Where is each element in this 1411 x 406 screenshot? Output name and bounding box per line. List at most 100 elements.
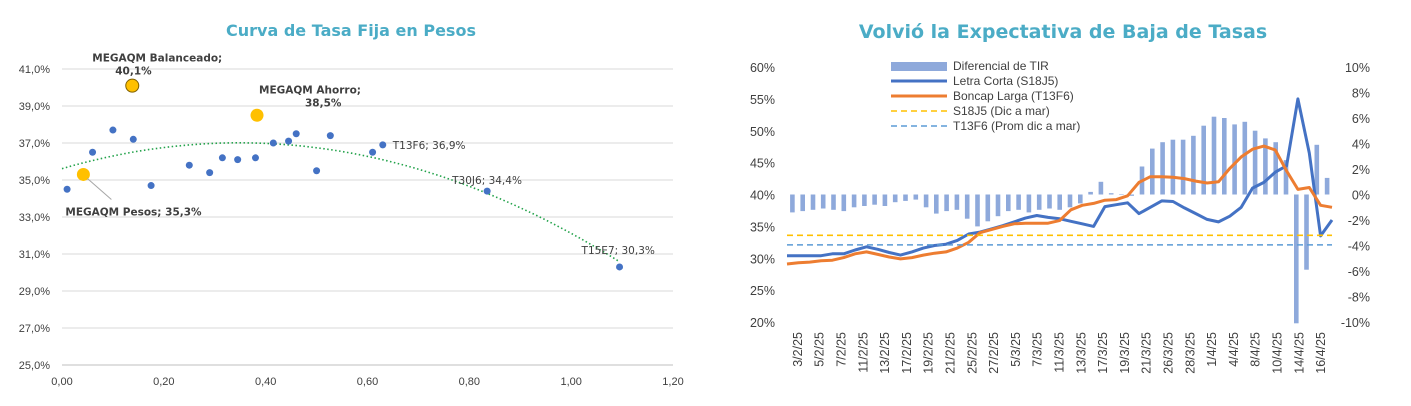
spread-bar	[1211, 116, 1217, 195]
spread-bar	[1324, 177, 1330, 195]
x-tick-label: 25/2/25	[965, 332, 979, 374]
spread-bar	[995, 194, 1001, 217]
x-tick-label: 21/3/25	[1140, 332, 1154, 374]
legend-label: Letra Corta (S18J5)	[953, 74, 1058, 88]
spread-bar	[923, 194, 929, 208]
x-tick-label: 19/2/25	[922, 332, 936, 374]
legend-swatch-bar	[891, 62, 947, 71]
x-tick-label: 21/2/25	[944, 332, 958, 374]
spread-bar	[1232, 124, 1237, 195]
data-label: T30J6; 34,4%	[451, 175, 522, 187]
y-tick-label: 25,0%	[19, 360, 50, 372]
legend-label: Diferencial de TIR	[953, 59, 1049, 73]
spread-bar	[903, 194, 908, 201]
x-tick-label: 11/3/25	[1053, 332, 1067, 373]
scatter-point	[147, 182, 155, 190]
y-tick-label-left: 30%	[750, 252, 775, 266]
scatter-point	[109, 126, 117, 134]
y-tick-label-right: -4%	[1348, 240, 1370, 254]
right-y-axis-left: 20% 25% 30% 35% 40% 45% 50% 55% 60%	[750, 61, 775, 330]
spread-bar	[851, 194, 857, 208]
scatter-point	[234, 156, 242, 164]
rate-lines	[786, 97, 1334, 266]
scatter-point	[483, 187, 491, 195]
spread-bar	[1222, 118, 1227, 195]
spread-bar	[1304, 194, 1309, 270]
scatter-point	[313, 167, 321, 175]
x-tick-label: 1/4/25	[1205, 332, 1219, 367]
left-x-axis: 0,00 0,20 0,40 0,60 0,80 1,00 1,20	[51, 376, 683, 388]
scatter-point	[89, 148, 97, 156]
spread-bar	[1098, 181, 1104, 195]
spread-bar	[1170, 139, 1176, 195]
fund-point	[250, 108, 264, 122]
spread-bar	[841, 194, 847, 212]
spread-bar	[1150, 148, 1155, 195]
y-tick-label-right: 10%	[1345, 61, 1370, 75]
x-tick-label: 5/2/25	[813, 332, 827, 367]
data-label: T15E7; 30,3%	[581, 245, 655, 257]
y-tick-label-right: 6%	[1352, 112, 1370, 126]
spread-bar	[954, 194, 960, 210]
right-x-axis: 3/2/25 5/2/25 7/2/25 11/2/25 13/2/25 17/2/25 1…	[791, 332, 1328, 374]
y-tick-label: 37,0%	[19, 138, 50, 150]
spread-bar	[1006, 194, 1011, 212]
legend-label: S18J5 (Dic a mar)	[953, 104, 1050, 118]
scatter-point	[269, 139, 277, 147]
leader-line	[87, 178, 112, 200]
y-tick-label: 31,0%	[19, 249, 50, 261]
spread-bar	[1078, 194, 1083, 204]
x-tick-label: 13/3/25	[1074, 332, 1088, 374]
y-tick-label-left: 20%	[750, 316, 775, 330]
scatter-points	[63, 78, 624, 271]
scatter-point	[616, 263, 624, 271]
spread-bar	[1088, 191, 1093, 195]
x-tick-label: 0,20	[153, 376, 174, 388]
spread-bar	[831, 194, 836, 210]
spread-bar	[1129, 194, 1134, 196]
x-tick-label: 3/2/25	[791, 332, 805, 367]
spread-bar	[1036, 194, 1042, 210]
x-tick-label: 8/4/25	[1249, 332, 1263, 367]
rate-line	[786, 144, 1333, 266]
spread-bar	[934, 194, 939, 214]
y-tick-label-left: 55%	[750, 93, 775, 107]
x-tick-label: 7/2/25	[835, 332, 849, 367]
y-tick-label: 27,0%	[19, 323, 50, 335]
trendline	[61, 141, 620, 263]
spread-bar	[1201, 125, 1206, 195]
x-tick-label: 0,60	[357, 376, 378, 388]
x-tick-label: 0,80	[459, 376, 480, 388]
spread-bars	[790, 116, 1330, 324]
spread-bar	[862, 194, 867, 206]
spread-bar	[1294, 194, 1299, 324]
fund-point	[125, 78, 140, 93]
spread-bar	[1273, 142, 1278, 195]
fund-label-value: 40,1%	[115, 66, 152, 78]
y-tick-label: 29,0%	[19, 286, 50, 298]
x-tick-label: 0,00	[51, 376, 72, 388]
y-tick-label-left: 45%	[750, 157, 775, 171]
scatter-point	[129, 135, 137, 143]
spread-bar	[1191, 135, 1196, 195]
spread-bar	[975, 194, 980, 227]
spread-bar	[1119, 194, 1124, 195]
spread-bar	[800, 194, 805, 212]
scatter-point	[326, 132, 334, 140]
scatter-point	[185, 161, 193, 169]
fund-label: MEGAQM Ahorro;	[259, 84, 361, 96]
y-tick-label-left: 35%	[750, 220, 775, 234]
spread-bar	[1016, 194, 1021, 210]
spread-bar	[1047, 194, 1052, 209]
x-tick-label: 27/2/25	[987, 332, 1001, 374]
data-label: T13F6; 36,9%	[392, 140, 466, 152]
x-tick-label: 4/4/25	[1227, 332, 1241, 367]
spread-bar	[820, 194, 826, 209]
spread-bar	[1263, 138, 1268, 195]
y-tick-label-right: -6%	[1348, 265, 1370, 279]
scatter-point	[292, 130, 300, 138]
scatter-point	[379, 141, 387, 149]
x-tick-label: 1,00	[560, 376, 581, 388]
x-tick-label: 26/3/25	[1162, 332, 1176, 374]
